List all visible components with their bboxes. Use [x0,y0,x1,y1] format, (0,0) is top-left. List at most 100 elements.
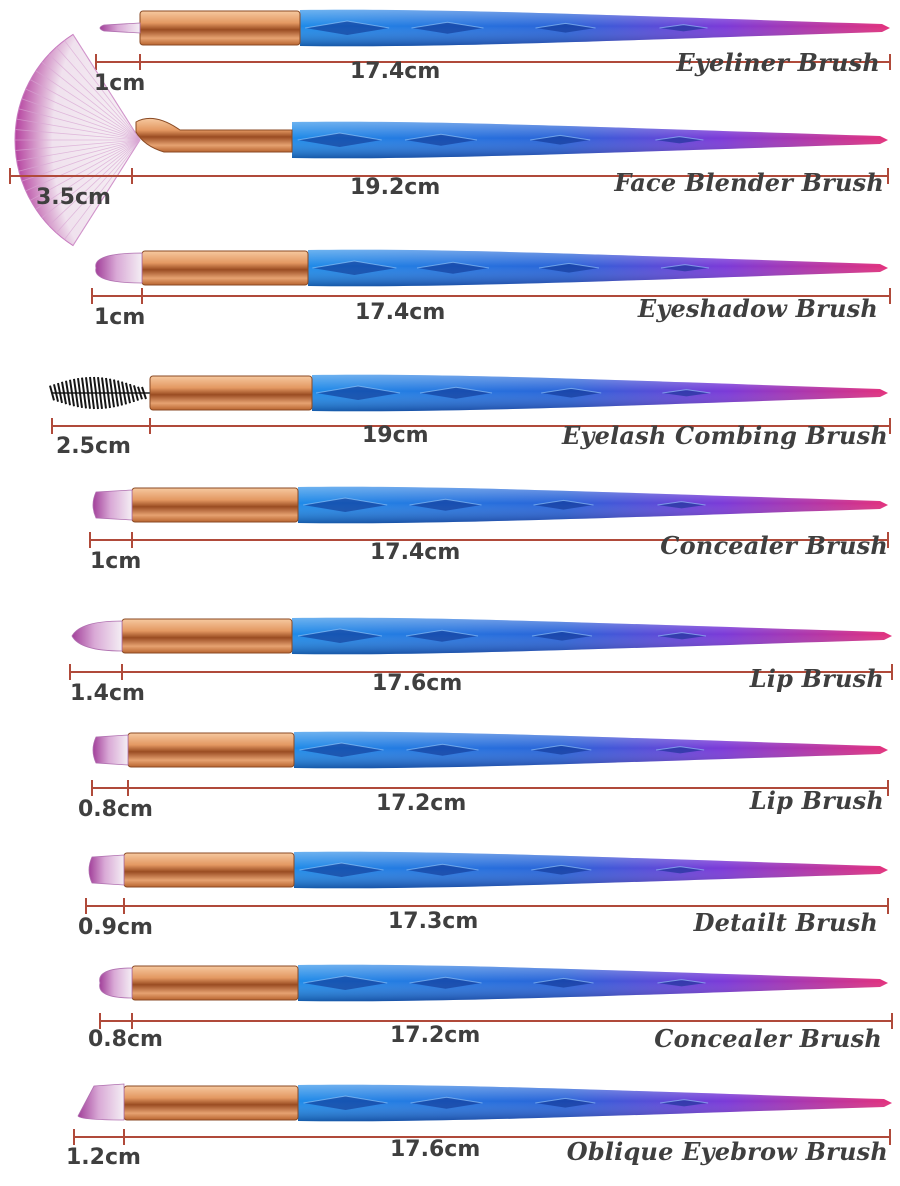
spoolie-bristle [85,377,91,409]
handle-facet-edge [297,628,383,637]
tip-length-label: 0.9cm [78,915,153,940]
brush-name-label: Face Blender Brush [614,168,884,197]
spoolie-bristle [125,382,131,404]
brush-ferrule [123,852,295,888]
handle-facet-edge [538,262,600,269]
spoolie-bristle [53,384,59,402]
fan-strand [35,139,141,210]
handle-facet-edge [404,133,478,141]
handle-facet-edge [535,1097,596,1104]
handle-facet [662,389,711,397]
handle-facet [659,24,708,32]
handle-facet-edge [299,742,384,751]
handle-facet-edge [297,132,382,141]
brush-3 [91,249,891,304]
handle-facet-edge [411,21,484,29]
fan-strand [16,139,141,162]
fan-strand [16,118,141,141]
handle-facet-edge [409,498,482,506]
fan-strand [56,139,141,234]
handle-facet [409,977,482,989]
tip-length-label: 1cm [94,71,146,96]
handle-facet-edge [406,863,479,871]
handle-facet-edge [530,134,591,141]
spoolie-bristle [65,380,71,406]
handle-facet-edge [656,866,705,871]
brush-name-label: Oblique Eyebrow Brush [566,1137,888,1166]
brush-5 [89,486,889,548]
tip-length-label: 0.8cm [88,1027,163,1052]
fan-strand [30,139,141,201]
handle-facet-edge [656,746,705,751]
fan-strand [41,62,141,141]
handle-facet-edge [405,629,479,637]
handle-facet-edge [416,261,490,269]
handle-facet-edge [655,136,704,141]
handle-facet-edge [659,24,708,29]
fan-neck [135,117,293,153]
spoolie-bristle [77,378,83,408]
brush-7 [91,731,889,796]
total-length-label: 17.4cm [350,59,441,84]
brush-1 [95,9,891,70]
brush-10 [73,1083,892,1145]
handle-facet-edge [303,1095,388,1104]
fan-strand [35,70,141,141]
brush-name-label: Lip Brush [749,786,884,815]
fan-strand [56,46,141,141]
fan-strand [41,139,141,218]
handle-facet [406,864,479,876]
total-length-label: 17.2cm [376,791,467,816]
total-length-label: 19.2cm [350,175,441,200]
bristle-tip-icon [95,252,143,284]
fan-strand [25,139,141,192]
fan-strand [48,54,141,141]
tip-length-label: 1cm [90,549,142,574]
fan-strand [15,129,141,141]
handle-facet-edge [419,386,493,394]
brush-name-label: Concealer Brush [660,531,888,560]
tip-length-label: 0.8cm [78,797,153,822]
total-length-label: 19cm [362,423,429,448]
handle-facet-edge [315,385,401,394]
spoolie-bristle [137,386,143,400]
brush-name-label: Eyeshadow Brush [637,294,878,323]
brush-ferrule [127,732,295,768]
handle-facet-edge [303,497,388,506]
spoolie-bristle [141,386,147,400]
handle-facet [657,501,706,509]
brush-ferrule [123,1085,299,1121]
fan-strand [64,40,141,141]
spoolie-bristle [109,378,115,408]
spoolie-bristle [129,383,135,403]
handle-facet-edge [533,977,594,984]
tip-length-label: 3.5cm [36,185,111,210]
handle-facet [406,744,479,756]
handle-facet-edge [531,864,592,871]
spoolie-bristle [61,381,67,405]
handle-facet-edge [657,979,706,984]
handle-facet-edge [535,22,596,29]
total-length-label: 17.6cm [372,671,463,696]
brush-4 [49,374,891,434]
bristle-tip-icon [99,967,133,999]
handle-facet-edge [660,264,710,269]
total-length-label: 17.3cm [388,909,479,934]
handle-facet-edge [299,862,384,871]
handle-facet-edge [406,743,479,751]
handle-facet-edge [657,632,707,637]
handle-facet-edge [409,976,482,984]
tip-length-label: 1.2cm [66,1145,141,1170]
spoolie-bristle [117,380,123,406]
spoolie-bristle [57,382,63,404]
spoolie-bristle [133,385,139,401]
brush-6 [69,617,893,680]
brush-9 [99,964,893,1029]
handle-facet-edge [662,389,711,394]
fan-strand [18,108,141,141]
fan-strand [48,139,141,226]
spoolie-bristle [121,381,127,405]
brush-ferrule [131,487,299,523]
handle-facet-edge [312,260,397,269]
